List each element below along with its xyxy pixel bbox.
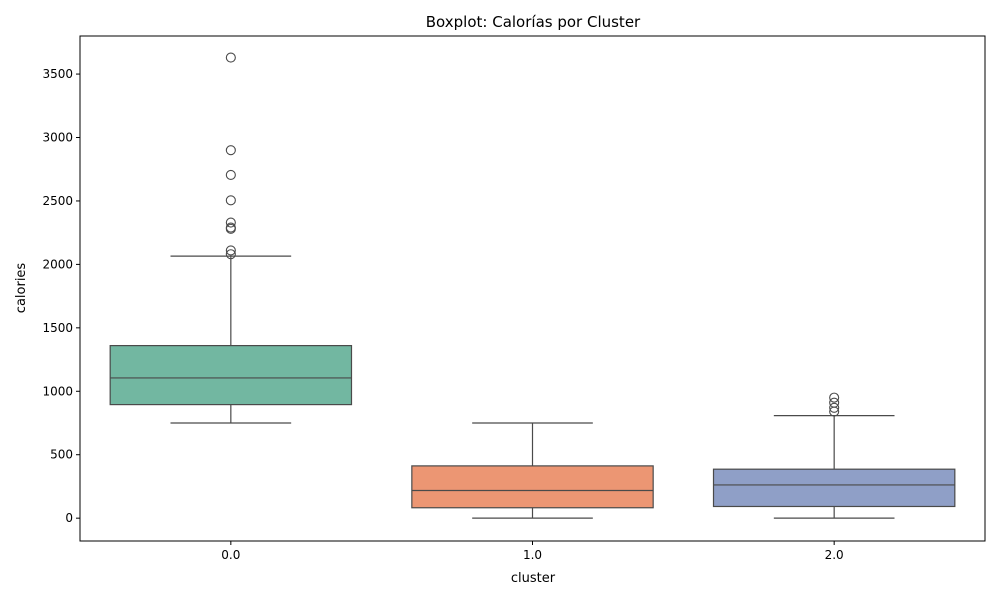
outlier-point — [225, 145, 236, 156]
y-axis: 0 500 1000 1500 2000 2500 3000 3500 — [42, 67, 80, 525]
x-axis-label: cluster — [511, 571, 556, 586]
x-tick-label: 1.0 — [523, 548, 542, 562]
box-iqr — [109, 344, 353, 406]
y-axis-label: calories — [14, 263, 29, 314]
x-tick-label: 2.0 — [825, 548, 844, 562]
x-tick-label: 0.0 — [221, 548, 240, 562]
outlier-point — [225, 169, 236, 180]
y-tick-label: 0 — [65, 511, 73, 525]
outlier-point — [225, 249, 236, 260]
box-group-0.0 — [109, 52, 353, 424]
y-tick-label: 3000 — [42, 131, 73, 145]
y-tick-label: 500 — [50, 448, 73, 462]
outlier-point — [225, 52, 236, 63]
y-tick-label: 2000 — [42, 257, 73, 271]
y-tick-label: 1500 — [42, 321, 73, 335]
y-tick-label: 2500 — [42, 194, 73, 208]
x-axis: 0.0 1.0 2.0 — [221, 541, 844, 562]
outlier-point — [225, 217, 236, 228]
outlier-point — [225, 195, 236, 206]
outlier-point — [829, 402, 840, 413]
outlier-point — [829, 397, 840, 408]
box-iqr — [712, 468, 956, 508]
box-group-2.0 — [712, 392, 956, 519]
box-iqr — [411, 465, 654, 509]
y-tick-label: 1000 — [42, 384, 73, 398]
plot-area — [109, 52, 956, 519]
outlier-point — [829, 392, 840, 403]
y-tick-label: 3500 — [42, 67, 73, 81]
outlier-point — [225, 245, 236, 256]
outlier-point — [225, 222, 236, 233]
chart-title: Boxplot: Calorías por Cluster — [426, 13, 641, 31]
box-group-1.0 — [411, 422, 654, 519]
